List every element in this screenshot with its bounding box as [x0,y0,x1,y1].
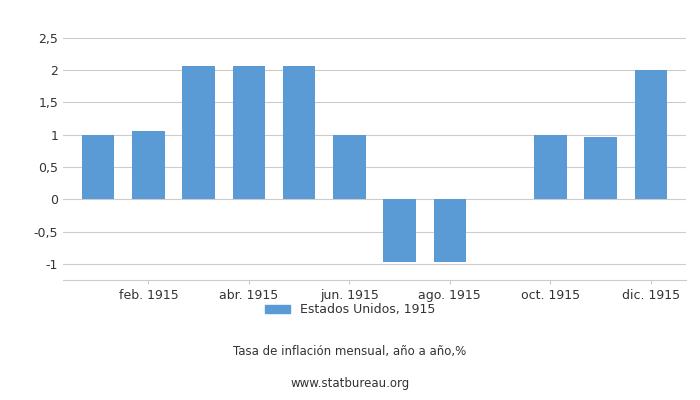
Bar [333,135,365,199]
Bar [584,136,617,199]
Bar [182,66,215,199]
Bar [82,135,115,199]
Bar [384,199,416,262]
Bar [132,131,164,199]
Bar [232,66,265,199]
Text: Tasa de inflación mensual, año a año,%: Tasa de inflación mensual, año a año,% [233,346,467,358]
Bar [283,66,316,199]
Legend: Estados Unidos, 1915: Estados Unidos, 1915 [260,298,440,321]
Text: www.statbureau.org: www.statbureau.org [290,378,410,390]
Bar [433,199,466,262]
Bar [534,135,567,199]
Bar [634,70,667,199]
